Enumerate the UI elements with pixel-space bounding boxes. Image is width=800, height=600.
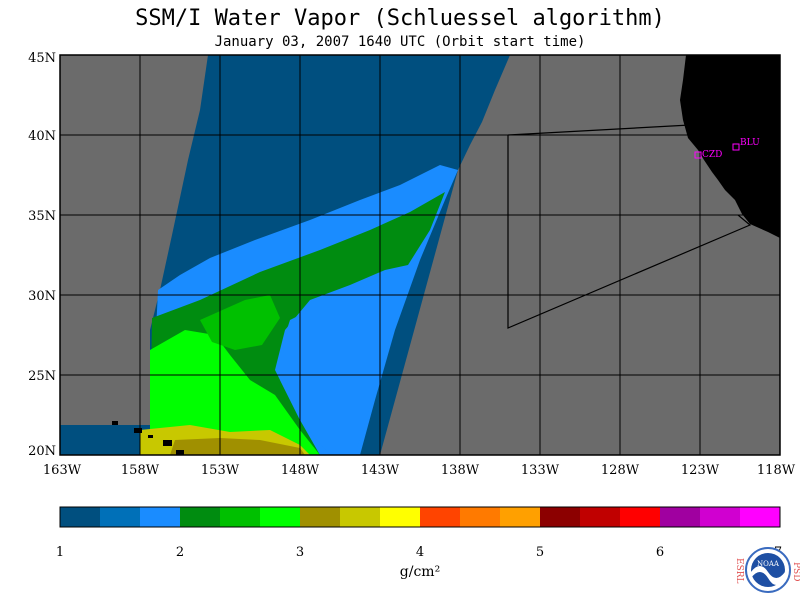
colorbar-tick-5: 5 (536, 545, 544, 560)
station-blu: BLU (732, 138, 760, 151)
region-outline (507, 135, 752, 329)
logo-left-text: ESRL (734, 558, 744, 584)
colorbar-cell (180, 507, 221, 527)
swath-blue-pocket (280, 270, 405, 455)
lat-label-25n: 25N (28, 369, 56, 384)
colorbar-tick-4: 4 (416, 545, 424, 560)
lon-label-148w: 148W (281, 463, 320, 478)
lon-label-128w: 128W (601, 463, 640, 478)
colorbar-cell (380, 507, 421, 527)
colorbar-cell (660, 507, 701, 527)
lon-label-153w: 153W (201, 463, 240, 478)
lon-label-118w: 118W (757, 463, 796, 478)
noaa-logo-text: NOAA (757, 560, 780, 568)
map-border (59, 54, 781, 456)
colorbar-cell (100, 507, 141, 527)
island (112, 421, 118, 425)
colorbar (60, 507, 781, 527)
colorbar-cell (220, 507, 261, 527)
colorbar-cell (460, 507, 501, 527)
colorbar-tick-3: 3 (296, 545, 304, 560)
island (148, 435, 153, 438)
colorbar-cell (260, 507, 301, 527)
lon-label-163w: 163W (43, 463, 82, 478)
colorbar-cell (60, 507, 101, 527)
noaa-logo: NOAA (745, 547, 791, 593)
lat-label-45n: 45N (28, 51, 56, 66)
land-california (680, 55, 780, 238)
colorbar-cell (620, 507, 661, 527)
colorbar-cell (740, 507, 781, 527)
lat-label-20n: 20N (28, 444, 56, 459)
lon-label-123w: 123W (681, 463, 720, 478)
colorbar-unit: g/cm² (400, 564, 440, 580)
map-subtitle: January 03, 2007 1640 UTC (Orbit start t… (214, 34, 586, 50)
map-grid (60, 55, 780, 455)
colorbar-border (59, 506, 781, 528)
colorbar-cell (300, 507, 341, 527)
colorbar-cell (500, 507, 541, 527)
colorbar-cell (140, 507, 181, 527)
logo-right-text: PSD (791, 562, 800, 581)
colorbar-tick-2: 2 (176, 545, 184, 560)
island (163, 440, 172, 446)
island (134, 428, 142, 433)
lat-label-30n: 30N (28, 289, 56, 304)
station-czd-label: CZD (702, 150, 722, 160)
lon-label-143w: 143W (361, 463, 400, 478)
colorbar-cell (700, 507, 741, 527)
lon-label-133w: 133W (521, 463, 560, 478)
island (176, 450, 184, 455)
swath-olive (170, 438, 305, 455)
map-title: SSM/I Water Vapor (Schluessel algorithm) (135, 6, 665, 31)
colorbar-tick-1: 1 (56, 545, 64, 560)
colorbar-cell (340, 507, 381, 527)
region-outline-top (507, 124, 691, 136)
swath-bright-green (150, 330, 320, 455)
station-blu-label: BLU (740, 138, 760, 148)
station-czd: CZD (694, 150, 722, 160)
colorbar-cell (540, 507, 581, 527)
lon-label-138w: 138W (441, 463, 480, 478)
lat-label-35n: 35N (28, 209, 56, 224)
lat-label-40n: 40N (28, 129, 56, 144)
colorbar-tick-6: 6 (656, 545, 664, 560)
colorbar-cell (580, 507, 621, 527)
colorbar-cell (420, 507, 461, 527)
lon-label-158w: 158W (121, 463, 160, 478)
